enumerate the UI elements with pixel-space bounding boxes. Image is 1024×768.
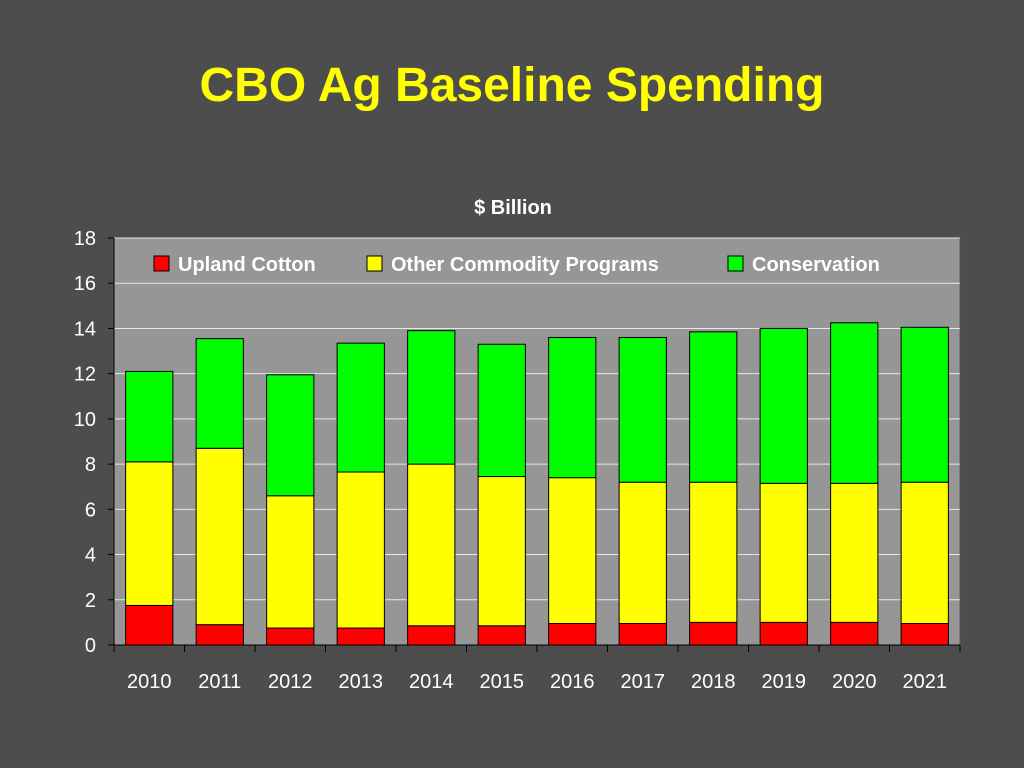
bar-upland-cotton-2010 (125, 604, 174, 646)
axes: 0 2 4 6 8 10 12 14 16 18 2010 2011 2012 2013 2014 2015 2… (74, 228, 961, 693)
bar-other-commodity-programs-2015 (477, 476, 526, 627)
bar-upland-cotton-2020 (830, 621, 879, 646)
bar-other-commodity-programs-2016 (548, 477, 597, 625)
bar-other-commodity-programs-2010 (125, 461, 174, 606)
x-tick-label: 2019 (762, 671, 807, 693)
y-tick-label: 4 (85, 545, 96, 567)
y-tick-label: 16 (74, 273, 96, 295)
bar-upland-cotton-2018 (689, 621, 738, 646)
x-tick-label: 2010 (127, 671, 172, 693)
bar-other-commodity-programs-2018 (689, 481, 738, 623)
bar-other-commodity-programs-2012 (266, 495, 315, 629)
bar-conservation-2015 (477, 343, 526, 478)
y-tick-label: 2 (85, 590, 96, 612)
legend: Upland Cotton Other Commodity Programs Con… (153, 254, 880, 276)
bar-upland-cotton-2013 (336, 627, 385, 646)
bar-conservation-2017 (618, 336, 667, 483)
x-tick-label: 2013 (339, 671, 384, 693)
x-tick-label: 2018 (691, 671, 736, 693)
legend-swatch-conservation (727, 255, 744, 272)
legend-label-conservation: Conservation (752, 254, 880, 276)
y-tick-label: 12 (74, 364, 96, 386)
bar-upland-cotton-2021 (900, 623, 949, 646)
x-tick-label: 2011 (198, 671, 241, 693)
x-tick-label: 2015 (480, 671, 525, 693)
bar-upland-cotton-2014 (407, 625, 456, 646)
legend-swatch-upland-cotton (153, 255, 170, 272)
bar-other-commodity-programs-2020 (830, 482, 879, 623)
x-tick-label: 2012 (268, 671, 313, 693)
page-title: CBO Ag Baseline Spending (199, 59, 825, 112)
bar-conservation-2014 (407, 330, 456, 465)
bar-upland-cotton-2019 (759, 621, 808, 646)
bar-other-commodity-programs-2011 (195, 447, 244, 626)
bar-other-commodity-programs-2014 (407, 463, 456, 627)
bar-upland-cotton-2016 (548, 623, 597, 646)
bar-upland-cotton-2011 (195, 624, 244, 646)
plot-area (113, 237, 961, 646)
bar-upland-cotton-2012 (266, 627, 315, 646)
bar-conservation-2010 (125, 370, 174, 463)
bar-conservation-2011 (195, 338, 244, 449)
x-tick-label: 2017 (621, 671, 666, 693)
bar-conservation-2018 (689, 331, 738, 483)
x-tick-label: 2021 (903, 671, 948, 693)
y-tick-label: 6 (85, 499, 96, 521)
bar-other-commodity-programs-2017 (618, 481, 667, 625)
bar-conservation-2020 (830, 322, 879, 484)
y-tick-label: 14 (74, 318, 96, 340)
x-tick-label: 2014 (409, 671, 454, 693)
bar-other-commodity-programs-2013 (336, 471, 385, 629)
bar-upland-cotton-2017 (618, 623, 667, 646)
legend-label-upland-cotton: Upland Cotton (178, 254, 316, 276)
x-tick-label: 2016 (550, 671, 595, 693)
y-tick-label: 0 (85, 635, 96, 657)
chart-title: $ Billion (474, 197, 552, 219)
gridlines (114, 237, 960, 601)
bar-upland-cotton-2015 (477, 625, 526, 646)
y-tick-label: 18 (74, 228, 96, 250)
bar-conservation-2021 (900, 326, 949, 483)
y-tick-label: 8 (85, 454, 96, 476)
bar-other-commodity-programs-2021 (900, 481, 949, 625)
legend-label-other-commodity-programs: Other Commodity Programs (391, 254, 659, 276)
bar-conservation-2019 (759, 327, 808, 484)
bar-conservation-2012 (266, 374, 315, 497)
legend-swatch-other-commodity-programs (366, 255, 383, 272)
x-tick-label: 2020 (832, 671, 877, 693)
y-tick-label: 10 (74, 409, 96, 431)
bar-conservation-2016 (548, 336, 597, 479)
bars (125, 322, 949, 646)
bar-other-commodity-programs-2019 (759, 482, 808, 623)
bar-conservation-2013 (336, 342, 385, 473)
